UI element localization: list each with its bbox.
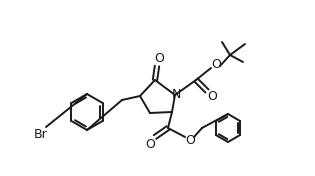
Text: Br: Br [34,128,48,142]
Text: O: O [185,134,195,147]
Text: O: O [154,52,164,65]
Text: N: N [171,87,181,100]
Text: O: O [207,90,217,102]
Text: O: O [145,137,155,150]
Text: O: O [211,58,221,71]
